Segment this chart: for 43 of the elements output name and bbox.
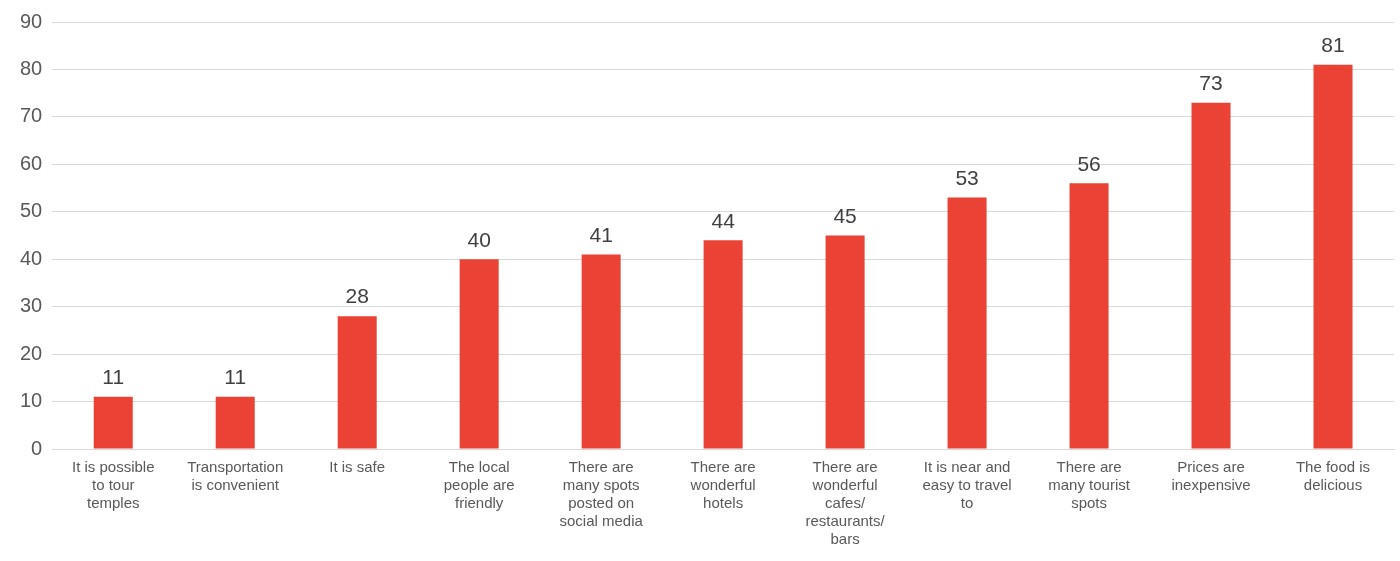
bar [1191, 102, 1231, 449]
bar [459, 259, 499, 449]
y-tick-label: 60 [20, 151, 43, 174]
bar [1313, 64, 1353, 449]
data-label: 53 [955, 165, 979, 189]
x-tick-label: It is possible to tour temples [71, 458, 155, 512]
x-tick-label: The local people are friendly [443, 458, 515, 512]
x-tick-label: There are wonderful cafes/ restaurants/ bars [805, 458, 886, 548]
bar [703, 240, 743, 449]
bar [215, 396, 255, 449]
x-tick-label: Prices are inexpensive [1171, 458, 1251, 494]
bar [1069, 183, 1109, 449]
y-tick-label: 10 [20, 389, 43, 412]
y-tick-label: 30 [20, 294, 43, 317]
y-tick-label: 90 [20, 9, 43, 32]
y-tick-label: 40 [20, 246, 43, 269]
bar [947, 197, 987, 449]
data-label: 11 [102, 365, 125, 389]
x-tick-label: It is safe [329, 458, 386, 476]
data-label: 28 [345, 284, 369, 308]
bar [337, 316, 377, 449]
data-label: 45 [833, 203, 857, 227]
data-label: 73 [1199, 70, 1223, 94]
x-tick-label: There are many tourist spots [1048, 458, 1131, 512]
x-tick-label: Transportation is convenient [187, 458, 284, 494]
x-tick-label: There are many spots posted on social media [559, 458, 644, 530]
data-label: 11 [224, 365, 247, 389]
bar [93, 396, 133, 449]
data-label: 56 [1077, 151, 1101, 175]
data-label: 40 [467, 227, 491, 251]
y-tick-label: 0 [31, 436, 43, 459]
data-label: 81 [1321, 33, 1345, 56]
y-tick-label: 70 [20, 104, 43, 127]
data-label: 41 [589, 222, 613, 246]
x-tick-label: There are wonderful hotels [689, 458, 756, 512]
data-label: 44 [711, 208, 736, 232]
bar [825, 235, 865, 449]
bar [581, 254, 621, 449]
y-tick-label: 50 [20, 199, 43, 222]
y-tick-label: 20 [20, 341, 43, 364]
x-tick-label: The food is delicious [1295, 458, 1371, 494]
y-tick-label: 80 [20, 56, 43, 79]
x-tick-label: It is near and easy to travel to [922, 458, 1012, 512]
